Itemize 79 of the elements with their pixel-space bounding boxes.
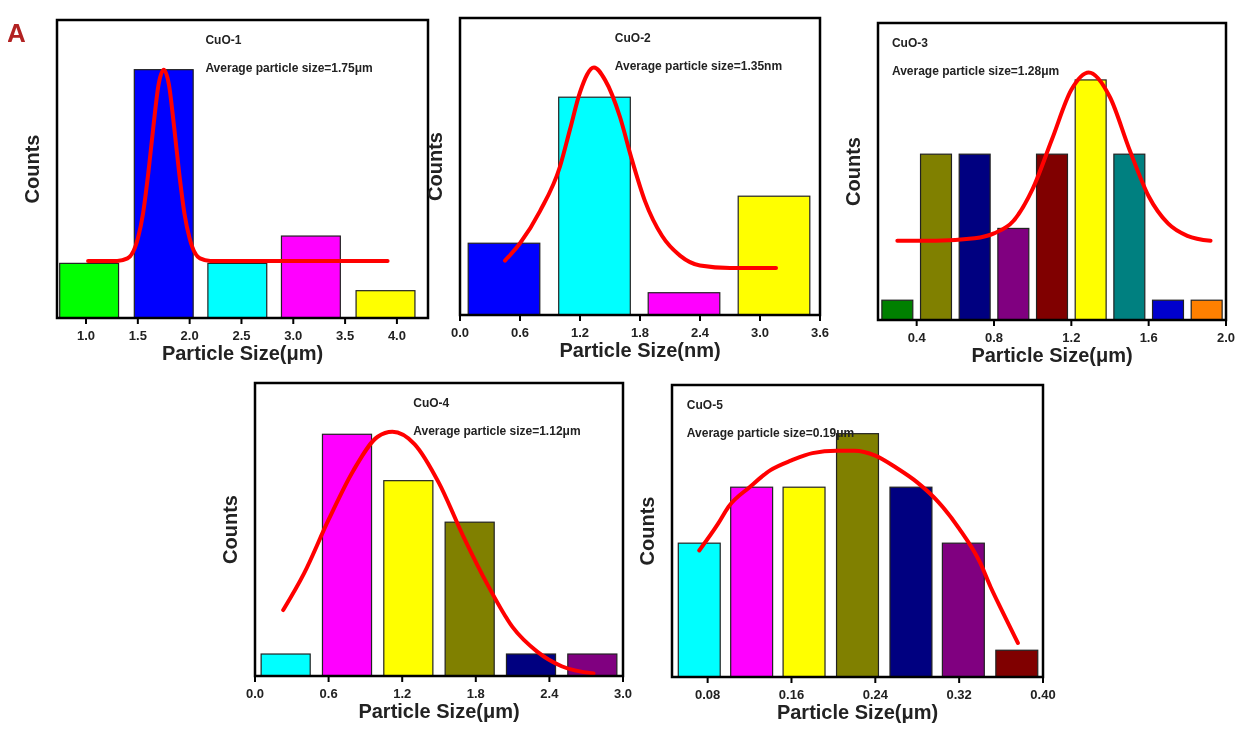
x-tick-label: 0.40 [1030,687,1056,702]
bar [997,227,1030,321]
y-axis-title: Counts [219,495,241,564]
x-tick-label: 0.24 [862,687,889,702]
x-tick-label: 0.0 [245,686,265,701]
y-axis-title: Counts [424,132,446,201]
x-tick-label: 2.0 [180,328,199,343]
bar [941,542,985,678]
x-tick-label: 1.6 [1139,330,1158,345]
bar [958,153,991,321]
x-tick-label: 2.4 [690,325,710,340]
chart-subtitle: A [7,18,26,48]
x-tick-label: 3.0 [750,325,770,340]
x-tick-label: 1.0 [76,328,96,343]
bar [1151,299,1185,321]
bar [444,521,495,677]
x-tick-label: 3.0 [613,686,633,701]
x-tick-label: 0.6 [510,325,530,340]
chart-title: CuO-5 [686,398,724,412]
bar [207,262,268,319]
bar [133,69,194,319]
bar [737,195,811,316]
x-tick-label: 4.0 [387,328,406,343]
bar [889,486,933,678]
annotation: Average particle size=1.28μm [891,64,1060,78]
x-axis-title: Particle Size(μm) [358,700,520,722]
bar [558,96,631,316]
annotation: Average particle size=1.12μm [413,424,581,438]
x-tick-label: 2.5 [232,328,251,343]
bar [730,486,774,678]
x-tick-label: 2.4 [540,686,560,701]
bar [919,153,953,321]
x-tick-label: 1.8 [630,325,650,340]
annotation: Average particle size=0.19μm [686,426,855,440]
x-tick-label: 0.6 [319,686,338,701]
x-tick-label: 3.0 [284,328,303,343]
x-axis-title: Particle Size(μm) [161,342,324,364]
x-tick-label: 0.32 [946,687,972,702]
x-tick-label: 1.2 [393,686,412,701]
bar [647,292,721,316]
chart-title: CuO-4 [413,396,450,410]
bar [995,649,1039,678]
chart-title: CuO-2 [614,31,652,45]
bar [1035,153,1069,321]
annotation: Average particle size=1.35nm [614,59,783,73]
annotation: Average particle size=1.75μm [205,61,373,75]
bar [59,262,120,319]
x-tick-label: 2.0 [1216,330,1236,345]
bar [1113,153,1146,321]
bar [383,480,434,677]
bar [782,486,826,678]
x-tick-label: 3.5 [336,328,355,343]
bar [355,290,416,319]
x-axis-title: Particle Size(μm) [971,344,1133,366]
x-tick-label: 1.2 [1062,330,1081,345]
x-axis-title: Particle Size(μm) [776,701,939,723]
y-axis-title: Counts [636,496,658,566]
bar [467,242,541,316]
x-tick-label: 0.08 [694,687,721,702]
y-axis-title: Counts [842,137,864,206]
chart-title: CuO-3 [891,36,929,50]
chart-title: CuO-1 [205,33,242,47]
bar [280,235,341,319]
y-axis-title: Counts [21,134,43,204]
bar [321,433,373,677]
x-tick-label: 0.0 [450,325,470,340]
x-tick-label: 1.8 [466,686,485,701]
bar [1074,79,1107,321]
bar [1190,299,1223,321]
x-tick-label: 1.5 [128,328,147,343]
bar [260,653,311,677]
x-tick-label: 0.16 [778,687,805,702]
bar [677,542,721,678]
x-tick-label: 0.4 [907,330,927,345]
x-tick-label: 1.2 [570,325,590,340]
bar [881,299,914,321]
x-axis-title: Particle Size(nm) [559,339,721,361]
x-tick-label: 3.6 [810,325,830,340]
x-tick-label: 0.8 [984,330,1004,345]
